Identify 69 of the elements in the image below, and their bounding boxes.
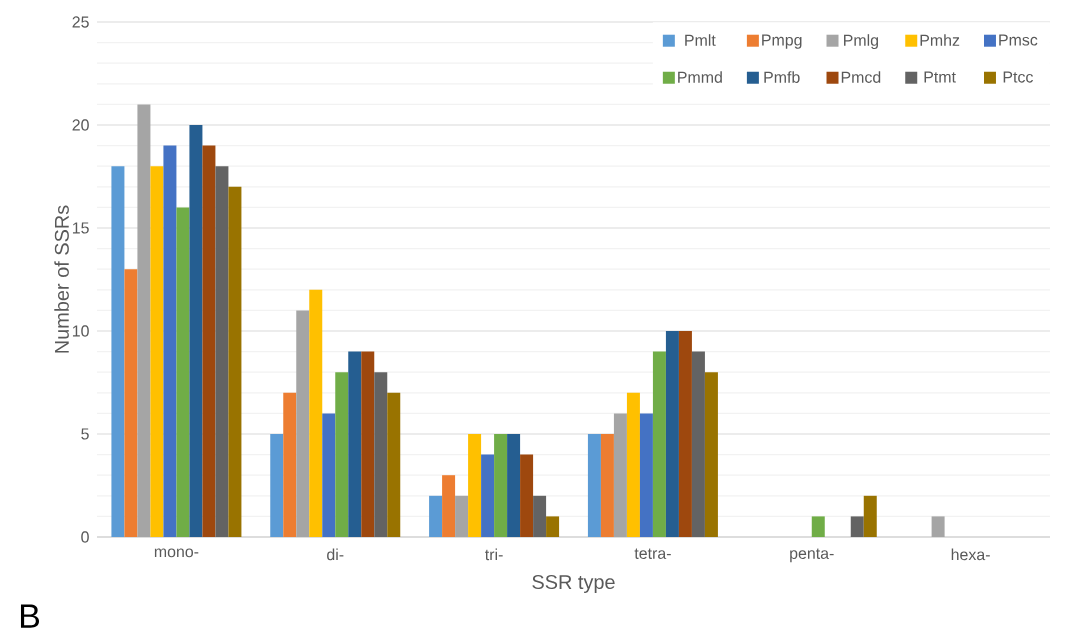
y-tick-label: 20 xyxy=(72,119,89,131)
y-tick-label: 5 xyxy=(81,428,89,440)
bar xyxy=(202,145,216,537)
bar xyxy=(189,125,203,537)
legend-label: Pmcd xyxy=(841,71,881,83)
bar xyxy=(137,104,151,537)
bar xyxy=(124,269,138,537)
bar xyxy=(850,516,864,537)
bar xyxy=(811,516,825,537)
bar xyxy=(533,495,547,537)
legend-label: Pmpg xyxy=(762,34,802,49)
bar xyxy=(587,434,601,537)
y-axis-title: Number of SSRs xyxy=(54,205,69,353)
x-tick-label: penta- xyxy=(790,548,834,563)
legend-label: Pmmd xyxy=(678,71,722,83)
legend-label: Pmhz xyxy=(920,34,960,46)
bar xyxy=(507,434,521,537)
bar xyxy=(455,495,469,537)
bar xyxy=(931,516,945,537)
bar xyxy=(678,331,692,537)
bar xyxy=(335,372,349,537)
legend-label: Pmsc xyxy=(999,34,1038,46)
bar xyxy=(520,454,534,537)
bar xyxy=(163,145,177,537)
bar xyxy=(546,516,560,537)
bar xyxy=(150,166,164,537)
y-tick-label: 15 xyxy=(72,222,89,234)
bar xyxy=(613,413,627,537)
bar xyxy=(626,392,640,537)
y-tick-label: 0 xyxy=(81,531,89,543)
bar xyxy=(704,372,718,537)
bar xyxy=(283,392,297,537)
x-tick-label: mono- xyxy=(154,548,199,558)
bar xyxy=(309,289,323,537)
bar xyxy=(228,186,242,537)
x-tick-label: di- xyxy=(327,548,344,561)
y-tick-label: 10 xyxy=(72,325,89,337)
bar xyxy=(600,434,614,537)
x-tick-label: tetra- xyxy=(634,548,671,559)
bar xyxy=(481,454,495,537)
legend-label: Ptcc xyxy=(1003,71,1033,83)
bar xyxy=(442,475,456,537)
bar xyxy=(494,434,508,537)
bar xyxy=(270,434,284,537)
legend-label: Pmlg xyxy=(844,34,879,50)
bar xyxy=(176,207,190,537)
bar xyxy=(111,166,125,537)
x-tick-label: tri- xyxy=(485,548,503,561)
bar xyxy=(652,351,666,537)
bar xyxy=(468,434,482,537)
legend-label: Pmfb xyxy=(764,71,800,83)
bar xyxy=(863,495,877,537)
bar xyxy=(691,351,705,537)
bar xyxy=(387,392,401,537)
x-tick-label: hexa- xyxy=(951,548,990,561)
y-tick-label: 25 xyxy=(72,16,89,28)
bar xyxy=(374,372,388,537)
bar xyxy=(361,351,375,537)
bar xyxy=(639,413,653,537)
bar xyxy=(296,310,310,537)
bar xyxy=(429,495,443,537)
x-axis-title: SSR type xyxy=(532,574,615,594)
text: B xyxy=(20,604,40,628)
legend-label: Pmlt xyxy=(685,34,716,46)
bar xyxy=(665,331,679,537)
bar xyxy=(348,351,362,537)
bar xyxy=(215,166,229,537)
legend-label: Ptmt xyxy=(924,71,956,83)
bar xyxy=(322,413,336,537)
